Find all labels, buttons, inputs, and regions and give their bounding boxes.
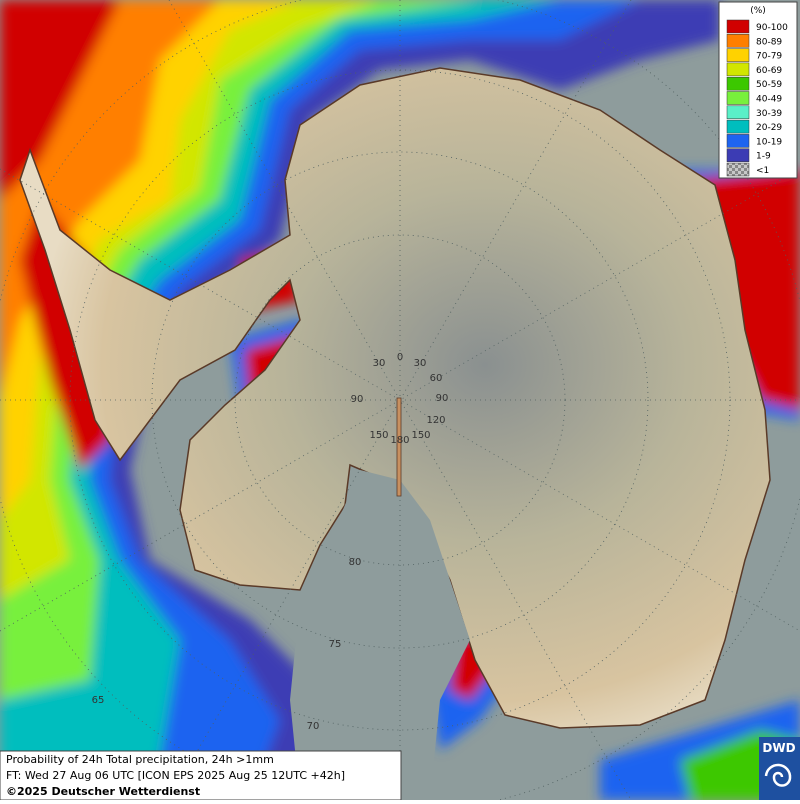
latitude-label: 75 <box>329 639 342 650</box>
legend-swatch <box>726 62 750 77</box>
latitude-label: 70 <box>307 721 320 732</box>
longitude-label: 90 <box>351 394 364 405</box>
legend-label: 50-59 <box>756 80 782 90</box>
longitude-label: 180 <box>390 435 409 446</box>
ice-marker <box>396 397 402 497</box>
longitude-label: 150 <box>411 430 430 441</box>
longitude-label: 30 <box>373 358 386 369</box>
longitude-label: 150 <box>369 430 388 441</box>
legend-label: 30-39 <box>756 109 782 119</box>
antarctica <box>19 67 771 729</box>
legend-swatch <box>726 105 750 120</box>
latitude-label: 80 <box>349 557 362 568</box>
legend-label: 80-89 <box>756 37 782 47</box>
legend-swatch <box>726 34 750 48</box>
longitude-label: 90 <box>436 393 449 404</box>
legend-label: 60-69 <box>756 66 782 76</box>
info-line: FT: Wed 27 Aug 06 UTC [ICON EPS 2025 Aug… <box>6 769 345 782</box>
legend-label: 40-49 <box>756 95 782 105</box>
longitude-label: 30 <box>414 358 427 369</box>
legend-swatch <box>726 19 750 34</box>
logo-text: DWD <box>762 741 795 755</box>
legend-swatch <box>726 91 750 105</box>
legend-swatch <box>726 148 750 162</box>
latitude-label: 65 <box>92 695 105 706</box>
legend-swatch <box>726 134 750 148</box>
legend-label: 70-79 <box>756 52 782 62</box>
legend-swatch <box>726 48 750 62</box>
legend-swatch <box>726 76 750 91</box>
longitude-label: 60 <box>430 373 443 384</box>
logo-box <box>759 737 800 800</box>
info-box <box>0 750 402 801</box>
legend-label: <1 <box>756 166 769 176</box>
legend-title: (%) <box>750 6 766 16</box>
info-line: ©2025 Deutscher Wetterdienst <box>6 785 200 798</box>
legend-swatch <box>726 119 750 134</box>
ross-sea <box>290 470 470 800</box>
legend-label: 10-19 <box>756 137 782 147</box>
legend-label: 90-100 <box>756 23 788 33</box>
longitude-label: 120 <box>426 415 445 426</box>
legend: (%) 90-100 80-89 70-79 60-69 50-59 40-49 30-39… <box>718 1 798 179</box>
logo-swirl <box>764 763 792 787</box>
info-line: Probability of 24h Total precipitation, … <box>6 753 274 766</box>
longitude-label: 0 <box>397 352 403 363</box>
legend-swatch <box>726 162 750 177</box>
legend-label: 1-9 <box>756 152 771 162</box>
legend-label: 20-29 <box>756 123 782 133</box>
